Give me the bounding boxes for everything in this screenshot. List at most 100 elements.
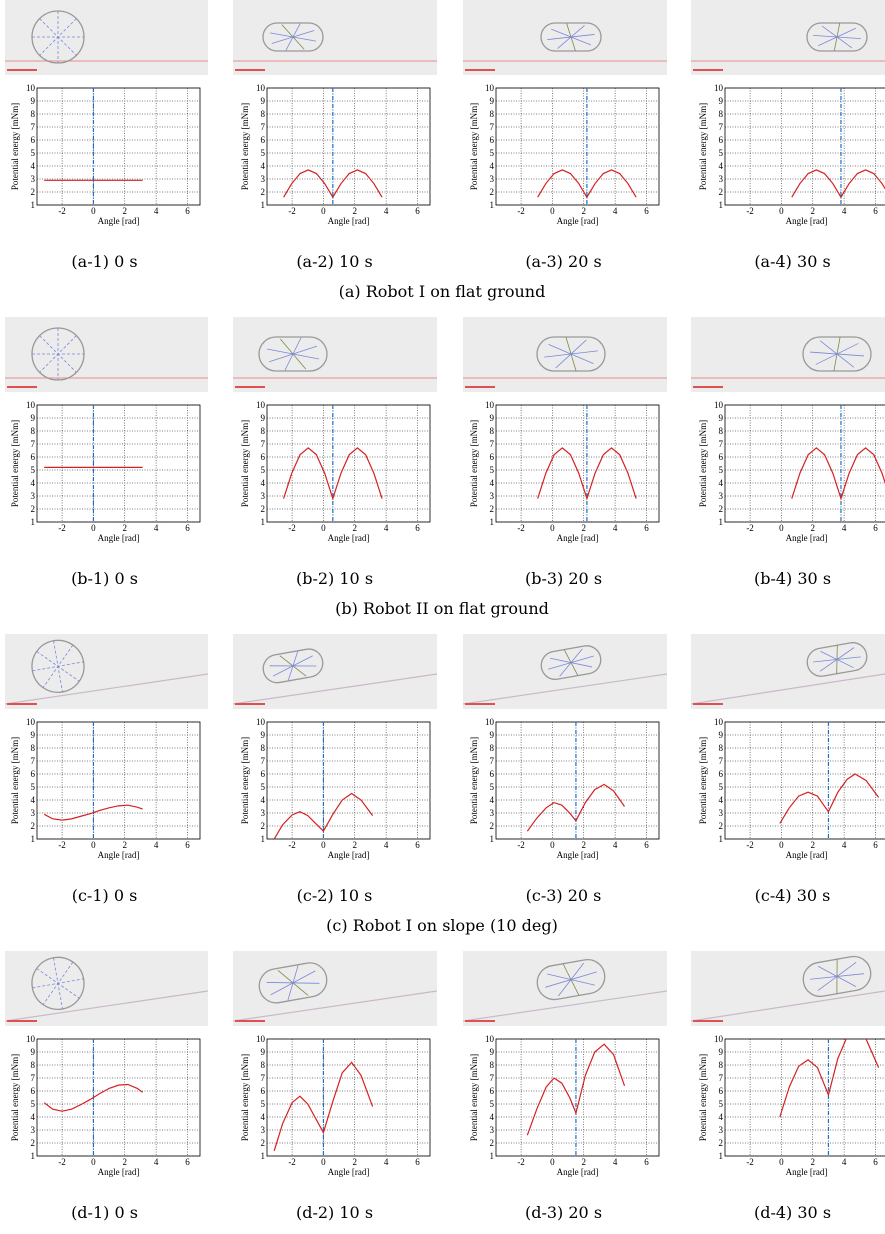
panel-caption: (d-2) 10 s xyxy=(296,1203,373,1222)
x-tick-label: 2 xyxy=(582,206,587,216)
time-stamp xyxy=(465,1020,495,1022)
group-caption: (b) Robot II on flat ground xyxy=(335,599,549,618)
energy-curve xyxy=(791,447,885,501)
energy-curve xyxy=(273,792,374,839)
x-tick-label: 2 xyxy=(353,1157,358,1167)
x-tick-label: 2 xyxy=(811,206,816,216)
x-tick-label: 0 xyxy=(550,206,555,216)
y-tick-label: 10 xyxy=(714,1034,724,1044)
y-tick-label: 8 xyxy=(261,109,266,119)
x-tick-label: 2 xyxy=(353,523,358,533)
y-tick-label: 5 xyxy=(31,148,36,158)
energy-curve xyxy=(537,169,637,199)
robot-spoke xyxy=(271,30,315,44)
robot xyxy=(31,10,85,64)
y-tick-label: 6 xyxy=(31,135,36,145)
y-tick-label: 3 xyxy=(719,1125,724,1135)
y-tick-label: 9 xyxy=(31,730,36,740)
y-tick-label: 7 xyxy=(261,1073,266,1083)
y-axis-label: Potential energy [mNm] xyxy=(240,1054,250,1141)
y-tick-label: 3 xyxy=(719,174,724,184)
plot-area xyxy=(725,405,885,522)
y-tick-label: 7 xyxy=(261,439,266,449)
energy-curve xyxy=(779,773,880,824)
x-axis-label: Angle [rad] xyxy=(786,533,828,543)
snapshot-bg xyxy=(463,951,667,1026)
panel-caption: (a-1) 0 s xyxy=(71,252,137,271)
x-tick-label: -2 xyxy=(288,206,296,216)
y-tick-label: 3 xyxy=(31,808,36,818)
y-tick-label: 1 xyxy=(261,517,266,527)
y-axis-label: Potential energy [mNm] xyxy=(10,737,20,824)
energy-curve xyxy=(791,169,885,199)
y-tick-label: 8 xyxy=(719,743,724,753)
panel-caption: (c-3) 20 s xyxy=(526,886,602,905)
robot-body xyxy=(802,955,872,998)
robot-body xyxy=(540,22,602,52)
x-tick-label: 6 xyxy=(185,206,190,216)
x-axis-label: Angle [rad] xyxy=(786,1167,828,1177)
x-tick-label: -2 xyxy=(288,523,296,533)
robot-body xyxy=(536,336,606,372)
y-tick-label: 8 xyxy=(31,426,36,436)
robot xyxy=(802,955,872,998)
x-tick-label: 0 xyxy=(91,206,96,216)
plot-area xyxy=(267,1039,430,1156)
x-tick-label: 4 xyxy=(154,840,159,850)
y-tick-label: 4 xyxy=(719,1112,724,1122)
plot-frame xyxy=(724,87,885,206)
snapshot-bg xyxy=(691,317,885,392)
y-axis-label: Potential energy [mNm] xyxy=(10,420,20,507)
ground-line xyxy=(462,990,668,1022)
y-tick-label: 3 xyxy=(490,808,495,818)
robot xyxy=(540,645,602,681)
x-tick-label: 0 xyxy=(91,840,96,850)
y-tick-label: 7 xyxy=(31,122,36,132)
x-tick-label: 6 xyxy=(185,523,190,533)
y-tick-label: 5 xyxy=(490,782,495,792)
robot-body xyxy=(262,648,324,684)
y-tick-label: 10 xyxy=(256,400,266,410)
time-stamp xyxy=(465,703,495,705)
y-tick-label: 9 xyxy=(31,1047,36,1057)
robot-body xyxy=(258,336,328,372)
snapshot-bg xyxy=(233,0,437,75)
y-tick-label: 2 xyxy=(719,821,724,831)
y-tick-label: 2 xyxy=(490,821,495,831)
y-tick-label: 8 xyxy=(490,109,495,119)
robot-body xyxy=(258,962,328,1004)
y-tick-label: 2 xyxy=(719,187,724,197)
robot-body xyxy=(262,22,324,52)
y-tick-label: 4 xyxy=(490,795,495,805)
y-axis-label: Potential energy [mNm] xyxy=(698,103,708,190)
energy-curve xyxy=(43,804,143,821)
x-tick-label: 4 xyxy=(154,523,159,533)
x-tick-label: 2 xyxy=(123,1157,128,1167)
x-tick-label: 4 xyxy=(842,840,847,850)
plot-area xyxy=(496,88,659,205)
y-tick-label: 8 xyxy=(31,1060,36,1070)
y-tick-label: 10 xyxy=(714,83,724,93)
plot-area xyxy=(37,405,200,522)
x-tick-label: -2 xyxy=(58,523,66,533)
panel-caption: (d-3) 20 s xyxy=(525,1203,602,1222)
y-tick-label: 6 xyxy=(31,1086,36,1096)
time-stamp xyxy=(693,69,723,71)
y-tick-label: 7 xyxy=(261,756,266,766)
x-tick-label: 6 xyxy=(873,1157,878,1167)
y-tick-label: 2 xyxy=(719,1138,724,1148)
snapshot-bg xyxy=(233,634,437,709)
x-tick-label: 6 xyxy=(644,523,649,533)
plot-area xyxy=(725,1039,885,1156)
x-tick-label: -2 xyxy=(58,206,66,216)
y-tick-label: 8 xyxy=(261,426,266,436)
y-tick-label: 7 xyxy=(719,1073,724,1083)
plot-frame xyxy=(266,404,431,523)
robot xyxy=(258,962,328,1004)
snapshot-bg xyxy=(5,0,208,75)
y-tick-label: 6 xyxy=(261,135,266,145)
time-stamp xyxy=(235,69,265,71)
x-tick-label: 0 xyxy=(321,523,326,533)
y-tick-label: 9 xyxy=(490,413,495,423)
y-tick-label: 5 xyxy=(261,465,266,475)
